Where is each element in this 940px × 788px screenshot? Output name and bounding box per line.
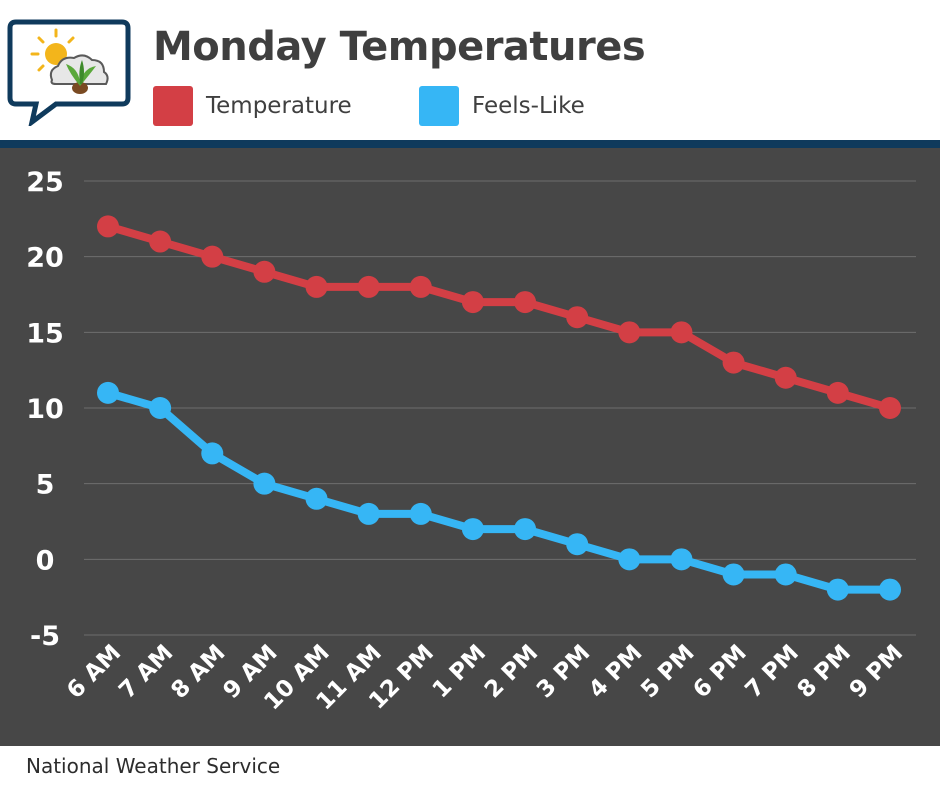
- y-tick-label: 0: [36, 545, 55, 576]
- y-tick-label: 5: [36, 470, 55, 501]
- y-tick-label: 20: [26, 243, 64, 274]
- data-point-feels-like: [461, 518, 484, 541]
- data-point-feels-like: [305, 487, 328, 510]
- data-point-temperature: [409, 275, 432, 298]
- data-point-temperature: [201, 245, 224, 268]
- data-point-temperature: [253, 260, 276, 283]
- source-credit: National Weather Service: [26, 754, 281, 778]
- data-point-feels-like: [566, 533, 589, 556]
- weather-logo-icon: [7, 19, 131, 126]
- data-point-temperature: [514, 291, 537, 314]
- x-tick-label: 8 PM: [793, 640, 856, 703]
- data-point-temperature: [149, 230, 172, 253]
- data-point-temperature: [566, 306, 589, 329]
- y-tick-label: 10: [26, 394, 64, 425]
- data-point-feels-like: [149, 397, 172, 419]
- data-point-temperature: [722, 351, 745, 374]
- legend-swatch-temperature: [153, 86, 193, 126]
- legend-label-feels-like: Feels-Like: [472, 93, 585, 119]
- data-point-temperature: [618, 321, 641, 344]
- y-tick-label: 25: [26, 167, 64, 198]
- data-point-temperature: [670, 321, 693, 344]
- data-point-feels-like: [722, 563, 745, 586]
- data-point-temperature: [357, 275, 380, 298]
- x-tick-label: 5 PM: [636, 640, 699, 703]
- x-tick-label: 4 PM: [584, 640, 647, 703]
- data-point-temperature: [879, 397, 901, 419]
- data-point-feels-like: [409, 502, 432, 525]
- y-tick-label: -5: [30, 621, 60, 652]
- data-point-temperature: [305, 275, 328, 298]
- header-divider: [0, 140, 940, 148]
- data-point-feels-like: [97, 381, 119, 404]
- x-tick-label: 3 PM: [532, 640, 595, 703]
- data-point-feels-like: [670, 548, 693, 571]
- data-point-feels-like: [879, 578, 901, 601]
- chart-title: Monday Temperatures: [153, 24, 646, 70]
- chart-header: Monday Temperatures Temperature Feels-Li…: [0, 0, 940, 140]
- x-tick-label: 2 PM: [480, 640, 543, 703]
- x-tick-label: 6 AM: [62, 640, 126, 704]
- legend-item-feels-like: Feels-Like: [419, 86, 585, 126]
- x-tick-label: 7 AM: [114, 640, 178, 704]
- data-point-feels-like: [514, 518, 537, 541]
- data-point-feels-like: [253, 472, 276, 495]
- x-tick-label: 9 PM: [845, 640, 908, 703]
- data-point-feels-like: [618, 548, 641, 571]
- data-point-feels-like: [826, 578, 849, 601]
- data-point-feels-like: [201, 442, 224, 465]
- x-tick-label: 6 PM: [688, 640, 751, 703]
- legend-swatch-feels-like: [419, 86, 459, 126]
- data-point-temperature: [826, 381, 849, 404]
- data-point-temperature: [461, 291, 484, 314]
- data-point-feels-like: [774, 563, 797, 586]
- data-point-temperature: [774, 366, 797, 389]
- data-point-feels-like: [357, 502, 380, 525]
- x-tick-label: 1 PM: [428, 640, 491, 703]
- series-line-feels-like: [104, 388, 894, 594]
- data-point-temperature: [97, 215, 119, 238]
- x-tick-label: 7 PM: [741, 640, 804, 703]
- legend-label-temperature: Temperature: [206, 93, 352, 119]
- series-line-temperature: [104, 222, 894, 412]
- y-tick-label: 15: [26, 318, 64, 349]
- plot-area: 25 20 15 10 5 0 -5 6 AM 7 AM 8 AM 9 AM 10 AM 11 AM 12…: [0, 148, 940, 746]
- legend-item-temperature: Temperature: [153, 86, 352, 126]
- x-tick-label: 8 AM: [166, 640, 230, 704]
